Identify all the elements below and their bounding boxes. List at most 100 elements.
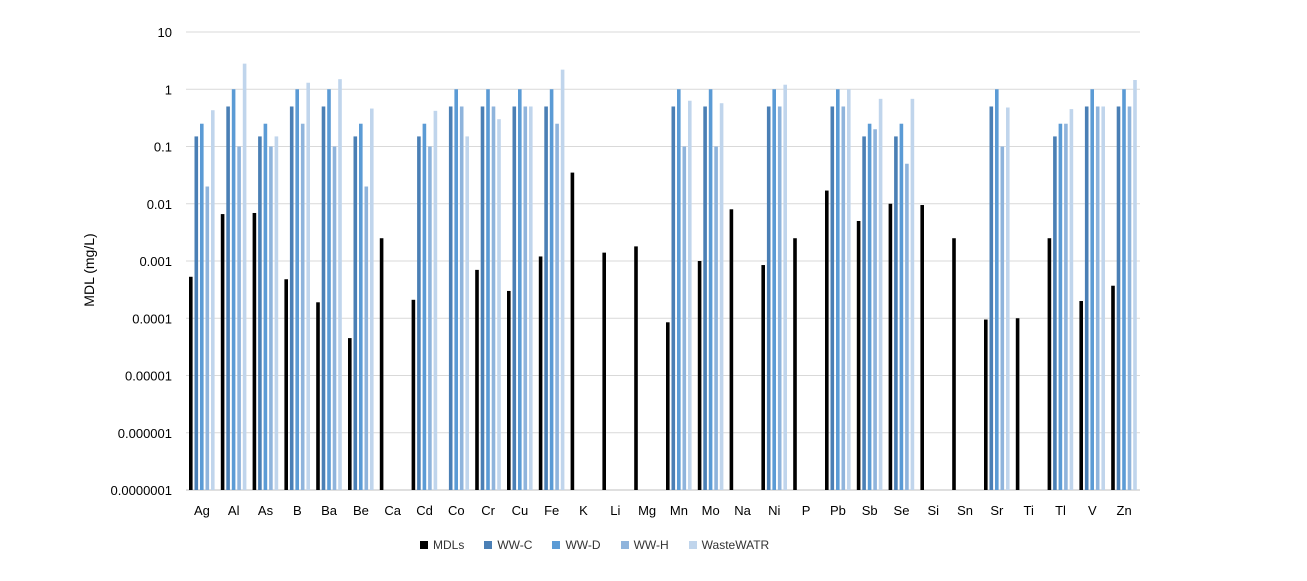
bar-mdls-ni bbox=[761, 265, 765, 490]
x-tick-label: Co bbox=[448, 503, 465, 518]
legend-item: MDLs bbox=[420, 538, 464, 552]
x-tick-label: Li bbox=[610, 503, 620, 518]
y-tick-label: 0.000001 bbox=[118, 426, 172, 441]
bar-ww-d-be bbox=[359, 123, 363, 491]
bar-ww-c-mo bbox=[703, 106, 707, 490]
x-tick-label: Ba bbox=[321, 503, 338, 518]
legend-item: WasteWATR bbox=[688, 538, 769, 552]
x-tick-label: Fe bbox=[544, 503, 559, 518]
bar-mdls-k bbox=[570, 172, 575, 490]
x-tick-label: V bbox=[1088, 503, 1097, 518]
bar-ww-c-al bbox=[226, 106, 230, 490]
y-tick-label: 0.0001 bbox=[132, 311, 172, 326]
bar-ww-c-cd bbox=[417, 136, 421, 491]
x-tick-label: Tl bbox=[1055, 503, 1066, 518]
bar-ww-h-sr bbox=[1000, 146, 1005, 490]
legend-item: WW-C bbox=[484, 538, 532, 552]
bar-mdls-tl bbox=[1047, 238, 1052, 490]
bar-ww-h-ba bbox=[332, 146, 337, 490]
bar-mdls-sr bbox=[984, 319, 988, 490]
bar-ww-d-v bbox=[1090, 89, 1094, 490]
bar-mdls-ti bbox=[1015, 318, 1020, 490]
x-tick-label: Ca bbox=[384, 503, 401, 518]
legend-swatch bbox=[688, 541, 697, 549]
bar-mdls-ca bbox=[379, 238, 384, 490]
bar-mdls-ag bbox=[189, 276, 193, 490]
bar-mdls-li bbox=[602, 252, 606, 490]
bar-mdls-sn bbox=[952, 238, 956, 490]
bar-ww-c-ba bbox=[321, 106, 326, 490]
bar-ww-d-se bbox=[899, 123, 904, 491]
bar-wastewatr-sr bbox=[1006, 107, 1010, 491]
bar-ww-h-tl bbox=[1064, 123, 1068, 491]
bar-wastewatr-as bbox=[274, 136, 279, 491]
bar-mdls-mg bbox=[634, 246, 638, 490]
bar-ww-h-zn bbox=[1127, 106, 1132, 490]
bar-mdls-b bbox=[284, 279, 288, 490]
bar-ww-d-ba bbox=[327, 89, 331, 490]
bar-ww-d-cu bbox=[518, 89, 522, 490]
legend-item: WW-D bbox=[552, 538, 601, 552]
bar-mdls-na bbox=[729, 209, 734, 490]
bar-ww-c-b bbox=[289, 106, 294, 490]
x-tick-label: B bbox=[293, 503, 302, 518]
bar-ww-c-sb bbox=[862, 136, 866, 491]
bar-ww-d-ag bbox=[200, 123, 204, 491]
legend-swatch bbox=[420, 541, 428, 549]
x-tick-label: Sn bbox=[957, 503, 973, 518]
y-tick-label: 0.01 bbox=[147, 197, 172, 212]
bar-wastewatr-cd bbox=[433, 110, 438, 491]
y-tick-label: 10 bbox=[158, 25, 172, 40]
bar-ww-d-zn bbox=[1122, 89, 1126, 490]
bar-ww-h-as bbox=[269, 146, 273, 490]
bar-ww-h-co bbox=[459, 106, 464, 490]
bar-ww-c-ag bbox=[194, 136, 199, 491]
legend-label: WW-C bbox=[497, 538, 533, 552]
bar-wastewatr-cu bbox=[529, 106, 533, 490]
bar-ww-c-as bbox=[258, 136, 262, 491]
bar-wastewatr-v bbox=[1101, 106, 1105, 490]
bar-wastewatr-co bbox=[465, 136, 469, 491]
bar-mdls-as bbox=[252, 212, 257, 490]
bar-mdls-cd bbox=[411, 299, 416, 490]
x-tick-label: Mg bbox=[638, 503, 656, 518]
bar-mdls-be bbox=[348, 338, 352, 490]
x-tick-label: Al bbox=[228, 503, 240, 518]
x-tick-label: Si bbox=[928, 503, 940, 518]
x-tick-label: Be bbox=[353, 503, 369, 518]
bar-mdls-mn bbox=[666, 322, 670, 490]
bar-ww-h-se bbox=[905, 163, 909, 491]
bar-wastewatr-ag bbox=[211, 110, 215, 490]
y-axis-label: MDL (mg/L) bbox=[81, 233, 97, 307]
bar-wastewatr-zn bbox=[1133, 80, 1137, 490]
bar-ww-d-co bbox=[454, 89, 458, 490]
bar-ww-d-mn bbox=[677, 89, 681, 490]
bar-ww-c-pb bbox=[830, 106, 835, 490]
bar-wastewatr-pb bbox=[847, 89, 851, 490]
y-tick-label: 0.0000001 bbox=[111, 483, 172, 498]
bar-mdls-se bbox=[888, 203, 893, 490]
legend-swatch bbox=[484, 541, 493, 549]
bar-mdls-si bbox=[920, 205, 924, 490]
x-tick-label: Cd bbox=[416, 503, 433, 518]
bar-mdls-mo bbox=[697, 261, 702, 490]
bar-mdls-fe bbox=[538, 256, 543, 490]
bar-wastewatr-b bbox=[306, 82, 310, 490]
bar-ww-d-tl bbox=[1058, 123, 1063, 491]
bar-ww-h-be bbox=[364, 186, 369, 490]
bar-ww-d-al bbox=[231, 89, 236, 490]
bar-ww-h-cu bbox=[523, 106, 528, 490]
x-tick-label: Cr bbox=[481, 503, 495, 518]
x-tick-label: Na bbox=[734, 503, 751, 518]
x-tick-label: Mn bbox=[670, 503, 688, 518]
y-tick-label: 0.1 bbox=[154, 140, 172, 155]
bar-ww-h-ag bbox=[205, 186, 210, 490]
bar-ww-c-be bbox=[353, 136, 358, 491]
bar-ww-h-mn bbox=[682, 146, 687, 490]
bar-ww-c-tl bbox=[1053, 136, 1057, 491]
bar-mdls-cu bbox=[507, 290, 511, 490]
legend-swatch bbox=[620, 541, 629, 549]
bar-mdls-zn bbox=[1111, 285, 1115, 490]
